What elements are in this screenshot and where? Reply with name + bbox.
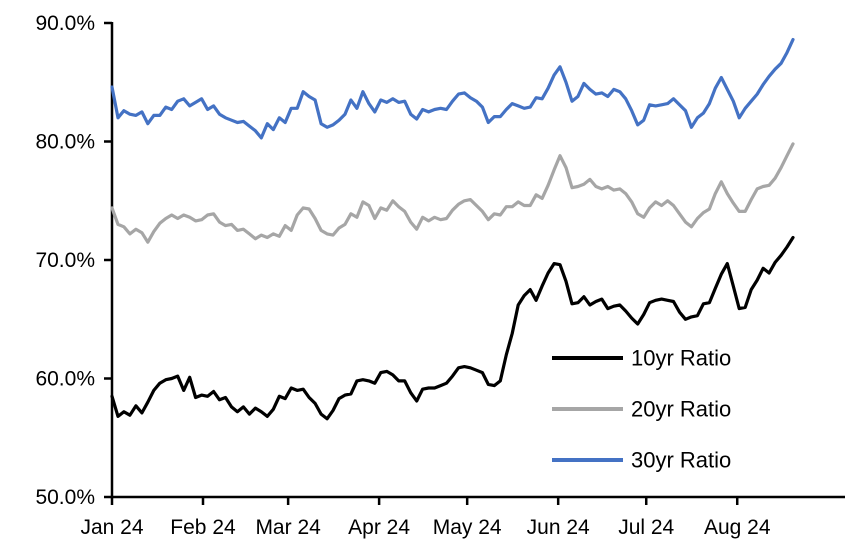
y-tick-label: 80.0% bbox=[35, 131, 95, 154]
x-tick-label: Jul 24 bbox=[618, 516, 674, 539]
x-tick-label: Mar 24 bbox=[255, 516, 321, 539]
series-line-30yr bbox=[110, 37, 795, 140]
x-tick-label: Feb 24 bbox=[170, 516, 236, 539]
x-tick-label: Aug 24 bbox=[704, 516, 771, 539]
x-tick-label: Jun 24 bbox=[527, 516, 590, 539]
x-tick-label: May 24 bbox=[433, 516, 502, 539]
x-tick-label: Apr 24 bbox=[348, 516, 410, 539]
series-line-10yr bbox=[110, 235, 795, 421]
y-tick-label: 70.0% bbox=[35, 249, 95, 272]
x-axis: Jan 24 Feb 24 Mar 24 Apr 24 May 24 Jun 24 Jul … bbox=[80, 495, 845, 539]
x-tick-label: Jan 24 bbox=[80, 516, 143, 539]
legend-label-10yr: 10yr Ratio bbox=[631, 346, 731, 371]
series-lines bbox=[110, 37, 795, 421]
y-tick-label: 60.0% bbox=[35, 368, 95, 391]
y-axis: 50.0% 60.0% 70.0% 80.0% 90.0% bbox=[35, 12, 114, 509]
legend: 10yr Ratio 20yr Ratio 30yr Ratio bbox=[552, 346, 731, 473]
legend-label-20yr: 20yr Ratio bbox=[631, 397, 731, 422]
y-tick-label: 90.0% bbox=[35, 12, 95, 35]
series-line-20yr bbox=[110, 142, 795, 244]
y-tick-label: 50.0% bbox=[35, 486, 95, 509]
legend-label-30yr: 30yr Ratio bbox=[631, 448, 731, 473]
